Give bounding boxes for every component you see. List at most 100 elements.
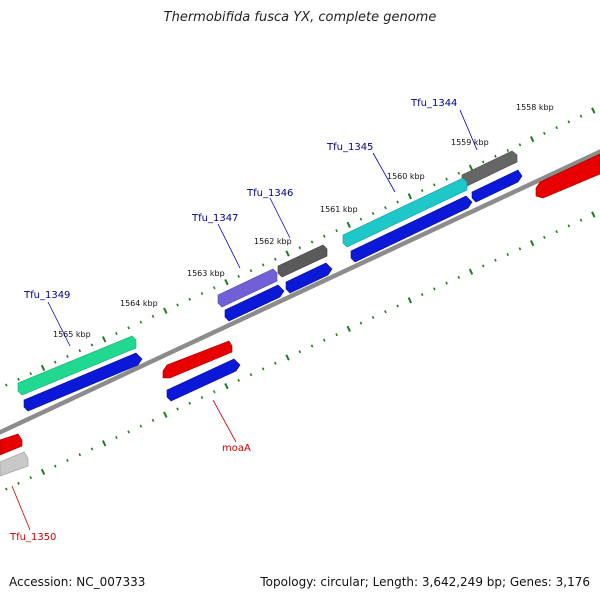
inner-tick — [529, 239, 535, 247]
cds-forward-3[interactable] — [285, 262, 333, 294]
leader-moaa — [212, 399, 237, 443]
inner-tick — [237, 378, 240, 382]
gene-tfu-1350[interactable] — [0, 433, 23, 456]
outer-tick — [310, 240, 314, 244]
inner-tick — [139, 424, 143, 428]
inner-tick — [224, 382, 229, 390]
gene-tfu-1349[interactable] — [17, 335, 137, 396]
cds-forward-1[interactable] — [471, 169, 523, 203]
inner-tick — [335, 333, 338, 337]
gene-red-right[interactable] — [535, 153, 600, 199]
genome-backbone — [0, 149, 600, 435]
inner-tick — [543, 235, 546, 239]
outer-tick — [529, 135, 535, 143]
tick-marks — [5, 107, 596, 491]
inner-tick — [322, 338, 326, 342]
outer-tick — [420, 189, 424, 193]
leader-tfu-1344 — [459, 109, 478, 151]
inner-tick — [101, 440, 107, 447]
outer-tick — [115, 332, 118, 336]
gene-grey-left[interactable] — [0, 451, 29, 477]
cds-forward-4[interactable] — [224, 284, 285, 322]
inner-tick — [115, 436, 118, 440]
leader-tfu-1345 — [372, 152, 396, 193]
leader-tfu-1349 — [47, 301, 71, 347]
outer-tick — [407, 193, 413, 200]
inner-tick — [359, 321, 363, 325]
gene-tfu-1345[interactable] — [342, 177, 468, 248]
outer-tick — [5, 383, 8, 387]
outer-tick — [261, 263, 265, 267]
outer-tick — [335, 229, 338, 233]
inner-tick — [90, 447, 94, 451]
tick-label-1560: 1560 kbp — [387, 172, 425, 181]
inner-tick — [5, 487, 8, 491]
outer-tick — [494, 154, 497, 158]
outer-tick — [212, 286, 216, 290]
outer-tick — [346, 221, 351, 229]
outer-tick — [29, 372, 33, 376]
tick-label-1565: 1565 kbp — [53, 330, 91, 339]
accession-text: Accession: NC_007333 — [9, 575, 146, 589]
inner-tick — [346, 325, 351, 333]
inner-tick — [518, 247, 522, 251]
inner-tick — [298, 350, 302, 354]
outer-tick — [468, 164, 474, 171]
outer-tick — [457, 171, 461, 175]
inner-tick — [274, 361, 277, 365]
outer-tick — [567, 120, 571, 124]
cds-forward-5[interactable] — [23, 352, 143, 412]
outer-tick — [17, 377, 20, 381]
outer-tick — [322, 234, 326, 238]
outer-tick — [139, 320, 143, 324]
tick-label-1561: 1561 kbp — [320, 205, 358, 214]
outer-tick — [359, 217, 363, 221]
inner-tick — [188, 401, 192, 405]
tick-label-1564: 1564 kbp — [120, 299, 158, 308]
inner-tick — [396, 304, 399, 308]
inner-tick — [591, 211, 596, 218]
outer-tick — [151, 314, 155, 318]
outer-tick — [396, 200, 399, 204]
inner-tick — [40, 468, 46, 476]
inner-tick — [29, 476, 33, 480]
outer-tick — [274, 257, 277, 261]
outer-tick — [384, 206, 387, 210]
cds-forward-2[interactable] — [350, 195, 473, 263]
tick-label-1563: 1563 kbp — [187, 269, 225, 278]
outer-tick — [433, 183, 436, 187]
outer-tick — [101, 336, 107, 343]
genome-summary-text: Topology: circular; Length: 3,642,249 bp… — [260, 575, 590, 589]
outer-tick — [445, 177, 448, 181]
inner-tick — [176, 407, 179, 411]
outer-tick — [237, 274, 240, 278]
inner-tick — [494, 258, 497, 262]
inner-tick — [420, 293, 424, 297]
leader-tfu-1347 — [217, 223, 241, 269]
inner-tick — [457, 275, 461, 279]
gene-tfu-1347[interactable] — [217, 268, 278, 308]
inner-tick — [567, 224, 571, 228]
inner-tick — [433, 287, 436, 291]
outer-tick — [298, 246, 302, 250]
outer-tick — [200, 291, 204, 296]
label-tfu-1350: Tfu_1350 — [9, 532, 56, 543]
outer-tick — [163, 307, 168, 314]
outer-tick — [188, 297, 192, 301]
inner-tick — [200, 395, 204, 400]
label-tfu-1349: Tfu_1349 — [23, 290, 70, 301]
gene-moaa[interactable] — [162, 340, 233, 379]
inner-tick — [212, 390, 216, 394]
outer-tick — [481, 160, 485, 164]
outer-tick — [249, 269, 253, 273]
tick-label-1562: 1562 kbp — [254, 237, 292, 246]
leader-tfu-1350 — [11, 485, 31, 531]
outer-tick — [176, 303, 179, 307]
outer-tick — [40, 364, 46, 372]
inner-tick — [127, 430, 130, 434]
gene-tfu-1346[interactable] — [277, 244, 328, 278]
cds-forward-6[interactable] — [166, 358, 241, 402]
inner-tick — [371, 315, 375, 319]
label-moaa: moaA — [222, 443, 251, 454]
